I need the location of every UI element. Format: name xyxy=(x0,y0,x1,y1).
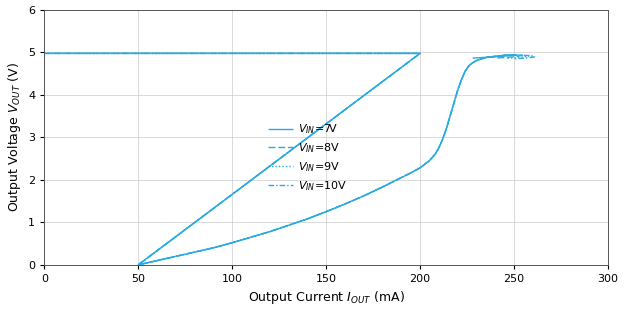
$V_{IN}$=10V xyxy=(510,53,518,57)
$V_{IN}$=9V xyxy=(503,56,510,60)
Line: $V_{IN}$=10V: $V_{IN}$=10V xyxy=(44,53,535,265)
$V_{IN}$=10V xyxy=(469,61,476,65)
$V_{IN}$=10V xyxy=(480,56,488,60)
$V_{IN}$=10V xyxy=(416,51,424,55)
$V_{IN}$=7V xyxy=(469,56,476,60)
Legend: $V_{IN}$=7V, $V_{IN}$=8V, $V_{IN}$=9V, $V_{IN}$=10V: $V_{IN}$=7V, $V_{IN}$=8V, $V_{IN}$=9V, $… xyxy=(264,118,352,197)
$V_{IN}$=8V xyxy=(492,56,499,60)
$V_{IN}$=9V xyxy=(509,56,516,60)
$V_{IN}$=8V xyxy=(426,159,433,163)
$V_{IN}$=10V xyxy=(488,55,495,59)
Line: $V_{IN}$=8V: $V_{IN}$=8V xyxy=(44,53,522,265)
$V_{IN}$=7V xyxy=(323,210,330,213)
$V_{IN}$=8V xyxy=(472,59,480,62)
$V_{IN}$=9V xyxy=(41,51,48,55)
$V_{IN}$=7V xyxy=(191,250,198,254)
$V_{IN}$=8V xyxy=(488,55,495,59)
Y-axis label: Output Voltage $V_{OUT}$ (V): Output Voltage $V_{OUT}$ (V) xyxy=(6,62,22,212)
$V_{IN}$=9V xyxy=(524,55,531,58)
$V_{IN}$=9V xyxy=(323,210,330,213)
$V_{IN}$=10V xyxy=(426,159,433,163)
$V_{IN}$=10V xyxy=(134,263,142,267)
$V_{IN}$=10V xyxy=(41,51,48,55)
$V_{IN}$=9V xyxy=(426,159,433,163)
$V_{IN}$=8V xyxy=(247,235,255,239)
Line: $V_{IN}$=7V: $V_{IN}$=7V xyxy=(44,53,514,265)
$V_{IN}$=10V xyxy=(510,57,518,61)
$V_{IN}$=8V xyxy=(134,263,142,267)
Line: $V_{IN}$=9V: $V_{IN}$=9V xyxy=(44,53,529,265)
X-axis label: Output Current $I_{OUT}$ (mA): Output Current $I_{OUT}$ (mA) xyxy=(248,290,404,306)
$V_{IN}$=9V xyxy=(134,263,142,267)
$V_{IN}$=8V xyxy=(469,61,476,65)
$V_{IN}$=9V xyxy=(191,250,198,254)
$V_{IN}$=7V xyxy=(134,263,142,267)
$V_{IN}$=7V xyxy=(503,54,510,58)
$V_{IN}$=8V xyxy=(41,51,48,55)
$V_{IN}$=7V xyxy=(477,56,484,60)
$V_{IN}$=7V xyxy=(266,230,273,234)
$V_{IN}$=7V xyxy=(426,159,433,163)
$V_{IN}$=9V xyxy=(266,230,273,234)
$V_{IN}$=8V xyxy=(461,69,469,73)
$V_{IN}$=7V xyxy=(41,51,48,55)
